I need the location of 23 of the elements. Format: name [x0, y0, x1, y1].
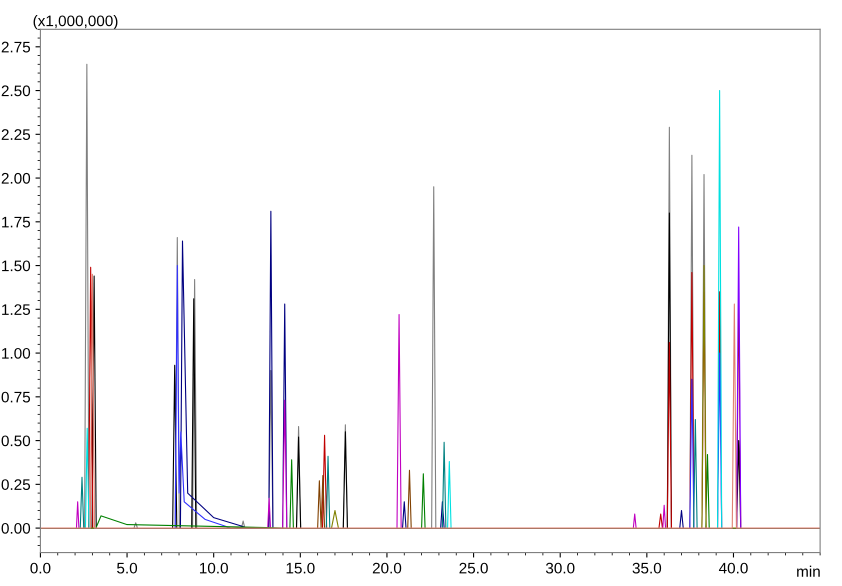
y-tick-label: 1.25 [2, 304, 30, 316]
x-tick-label: 20.0 [372, 562, 402, 574]
y-tick-label: 0.50 [2, 435, 30, 446]
y-tick-label: 2.25 [2, 129, 30, 140]
x-tick-label: 40.0 [718, 562, 748, 574]
x-tick-label: 10.0 [200, 562, 228, 574]
y-tick-label: 0.25 [2, 479, 30, 490]
y-tick-label: 0.75 [2, 392, 30, 403]
x-axis-title: min [797, 566, 820, 577]
x-tick-label: 30.0 [546, 562, 574, 574]
x-tick-label: 0.0 [30, 562, 50, 574]
y-tick-label: 2.75 [2, 42, 30, 52]
x-tick-label: 25.0 [459, 562, 488, 574]
y-tick-label: 0.00 [2, 522, 30, 534]
x-tick-label: 15.0 [286, 562, 315, 574]
x-tick-label: 5.0 [117, 562, 138, 574]
x-tick-label: 35.0 [632, 562, 662, 574]
y-tick-label: 1.00 [2, 348, 30, 359]
y-axis-title: (x1,000,000) [34, 15, 118, 30]
y-tick-label: 2.50 [2, 85, 30, 96]
y-tick-label: 2.00 [2, 172, 30, 184]
y-tick-label: 1.75 [2, 216, 30, 228]
y-tick-label: 1.50 [2, 260, 30, 272]
